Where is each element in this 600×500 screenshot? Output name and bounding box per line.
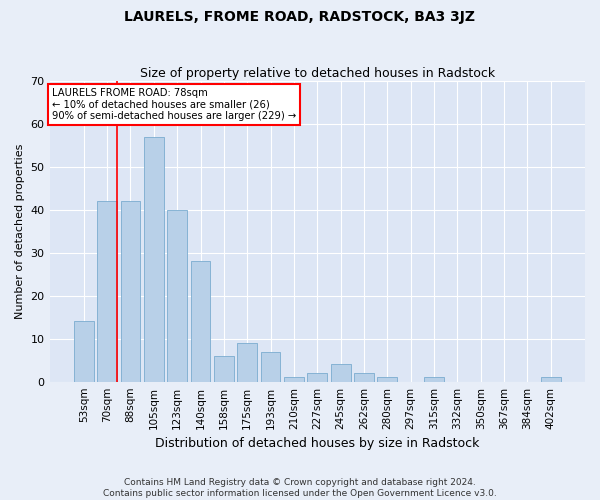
Bar <box>191 262 211 382</box>
Bar <box>377 378 397 382</box>
Bar <box>74 322 94 382</box>
Text: Contains HM Land Registry data © Crown copyright and database right 2024.
Contai: Contains HM Land Registry data © Crown c… <box>103 478 497 498</box>
Bar <box>167 210 187 382</box>
Bar <box>144 136 164 382</box>
Bar <box>284 378 304 382</box>
Text: LAURELS, FROME ROAD, RADSTOCK, BA3 3JZ: LAURELS, FROME ROAD, RADSTOCK, BA3 3JZ <box>125 10 476 24</box>
Y-axis label: Number of detached properties: Number of detached properties <box>15 144 25 319</box>
Bar <box>354 373 374 382</box>
Text: LAURELS FROME ROAD: 78sqm
← 10% of detached houses are smaller (26)
90% of semi-: LAURELS FROME ROAD: 78sqm ← 10% of detac… <box>52 88 296 122</box>
Bar <box>331 364 350 382</box>
Bar <box>260 352 280 382</box>
Bar <box>307 373 327 382</box>
Bar <box>121 201 140 382</box>
Title: Size of property relative to detached houses in Radstock: Size of property relative to detached ho… <box>140 66 495 80</box>
X-axis label: Distribution of detached houses by size in Radstock: Distribution of detached houses by size … <box>155 437 479 450</box>
Bar <box>424 378 444 382</box>
Bar <box>541 378 560 382</box>
Bar <box>238 343 257 382</box>
Bar <box>214 356 234 382</box>
Bar <box>97 201 117 382</box>
